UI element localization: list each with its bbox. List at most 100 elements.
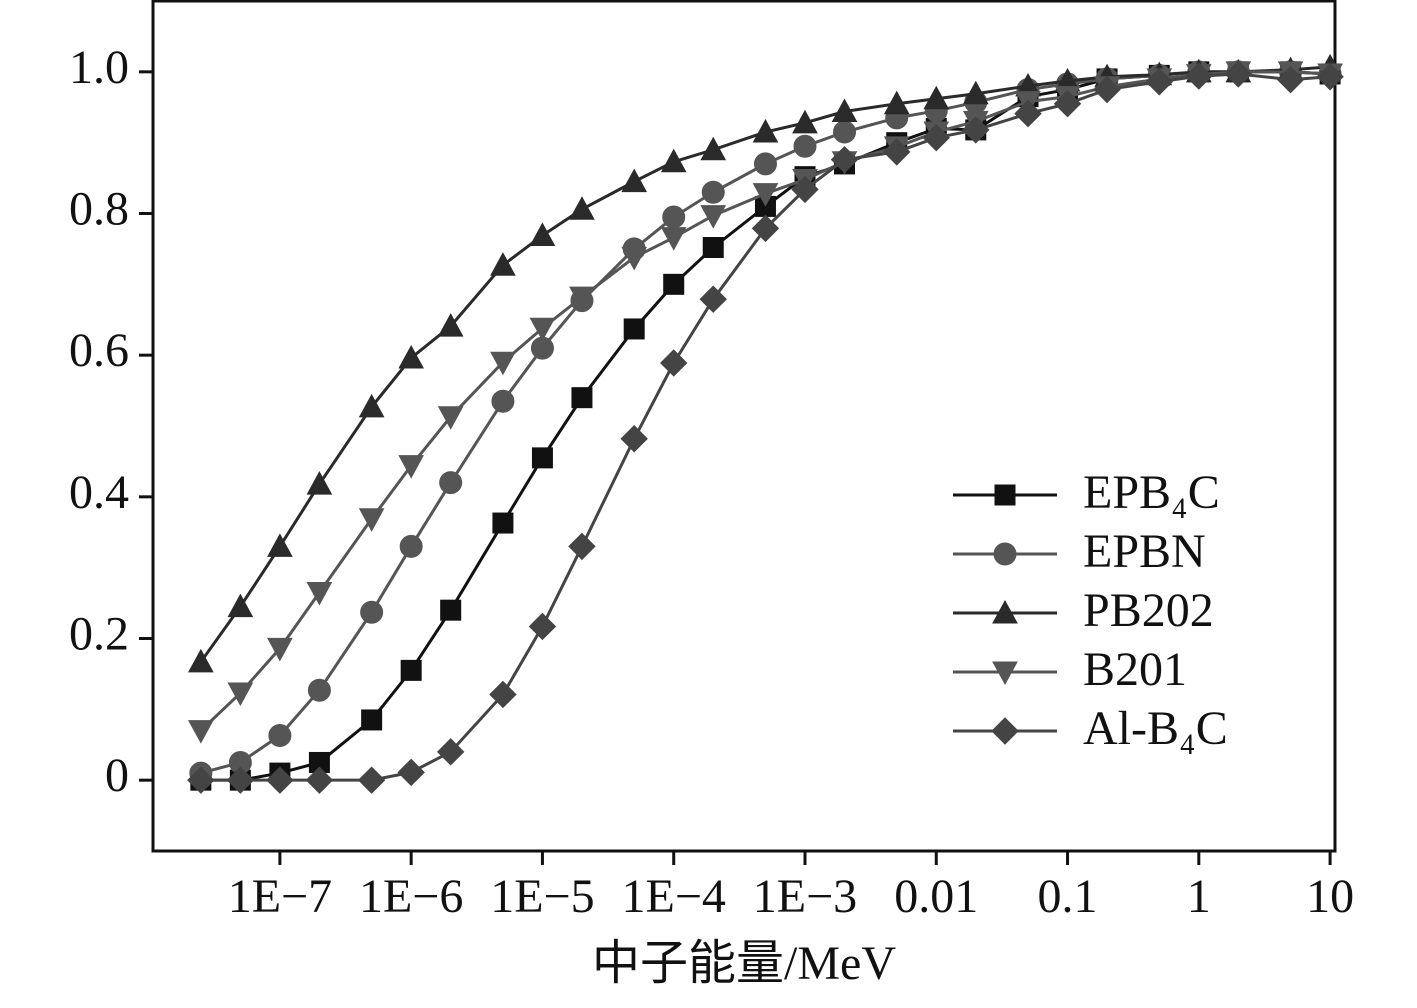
x-tick-label: 0.01 — [894, 870, 978, 923]
marker — [528, 612, 557, 641]
marker — [962, 80, 989, 105]
marker — [490, 351, 516, 376]
marker — [400, 659, 422, 681]
y-tick-label: 0 — [105, 749, 129, 802]
marker — [529, 222, 556, 246]
y-tick-label: 0.2 — [69, 608, 129, 661]
marker — [306, 581, 333, 606]
marker — [831, 98, 858, 122]
marker — [398, 344, 425, 369]
marker — [266, 766, 294, 794]
y-tick-label: 0.6 — [69, 324, 129, 377]
marker — [568, 532, 596, 561]
marker — [436, 738, 465, 766]
y-tick-label: 1.0 — [69, 41, 129, 94]
marker — [305, 766, 334, 794]
marker — [922, 124, 950, 152]
marker — [187, 766, 215, 794]
marker — [833, 120, 857, 144]
marker — [962, 116, 990, 144]
marker — [227, 593, 254, 618]
marker — [306, 471, 333, 495]
x-tick-label: 0.1 — [1038, 870, 1098, 923]
marker — [700, 136, 727, 161]
x-tick-label: 1 — [1187, 870, 1211, 923]
marker — [437, 406, 464, 430]
marker — [397, 758, 425, 787]
marker — [188, 720, 214, 744]
x-tick-label: 10 — [1306, 870, 1354, 923]
marker — [529, 317, 556, 342]
marker — [358, 508, 385, 532]
marker — [793, 134, 817, 158]
marker — [267, 533, 293, 557]
marker — [569, 196, 595, 220]
marker — [620, 425, 648, 453]
marker — [398, 455, 425, 479]
marker — [491, 389, 515, 413]
marker — [440, 599, 462, 621]
marker — [660, 148, 687, 173]
legend-label: B201 — [1083, 643, 1187, 696]
marker — [1093, 75, 1121, 104]
marker — [662, 205, 686, 229]
x-tick-label: 1E−3 — [753, 870, 857, 923]
legend-marker — [993, 542, 1017, 566]
y-tick-label: 0.4 — [69, 466, 129, 519]
legend-marker — [991, 717, 1019, 745]
marker — [358, 393, 385, 418]
marker — [361, 709, 383, 731]
y-tick-label: 0.8 — [69, 183, 129, 236]
marker — [1224, 60, 1253, 88]
marker — [569, 286, 595, 311]
marker — [1014, 99, 1042, 128]
legend-marker — [992, 661, 1018, 686]
marker — [531, 447, 553, 469]
marker — [701, 180, 725, 204]
legend-marker — [994, 484, 1016, 506]
marker — [267, 637, 293, 662]
marker — [492, 512, 514, 534]
marker — [660, 227, 687, 251]
marker — [702, 237, 724, 258]
marker — [357, 766, 386, 794]
marker — [399, 534, 423, 558]
marker — [1053, 90, 1082, 118]
marker — [268, 724, 292, 748]
marker — [700, 205, 727, 229]
marker — [830, 145, 859, 174]
marker — [752, 118, 779, 143]
marker — [752, 183, 779, 207]
legend-label: EPBN — [1083, 525, 1206, 578]
marker — [490, 252, 516, 276]
marker — [753, 152, 777, 176]
x-tick-label: 1E−6 — [359, 870, 463, 923]
marker — [227, 682, 254, 707]
marker — [923, 85, 950, 110]
marker — [621, 246, 648, 271]
marker — [883, 138, 911, 166]
marker — [1316, 63, 1344, 91]
marker — [439, 471, 463, 495]
legend-marker — [992, 599, 1018, 624]
marker — [489, 680, 517, 709]
marker — [663, 273, 685, 295]
marker — [751, 214, 780, 243]
x-tick-label: 1E−5 — [490, 870, 594, 923]
marker — [791, 175, 819, 204]
marker — [699, 285, 727, 313]
marker — [1145, 68, 1174, 96]
marker — [660, 349, 688, 377]
legend-label: Al-B₄C — [1083, 702, 1228, 755]
marker — [883, 90, 910, 115]
x-axis-label: 中子能量/MeV — [592, 937, 896, 990]
marker — [623, 318, 645, 340]
plot-frame — [151, 0, 1337, 853]
marker — [621, 168, 648, 193]
marker — [188, 648, 214, 673]
marker — [437, 313, 464, 337]
marker — [792, 109, 818, 134]
marker — [360, 600, 384, 624]
marker — [1276, 65, 1305, 94]
